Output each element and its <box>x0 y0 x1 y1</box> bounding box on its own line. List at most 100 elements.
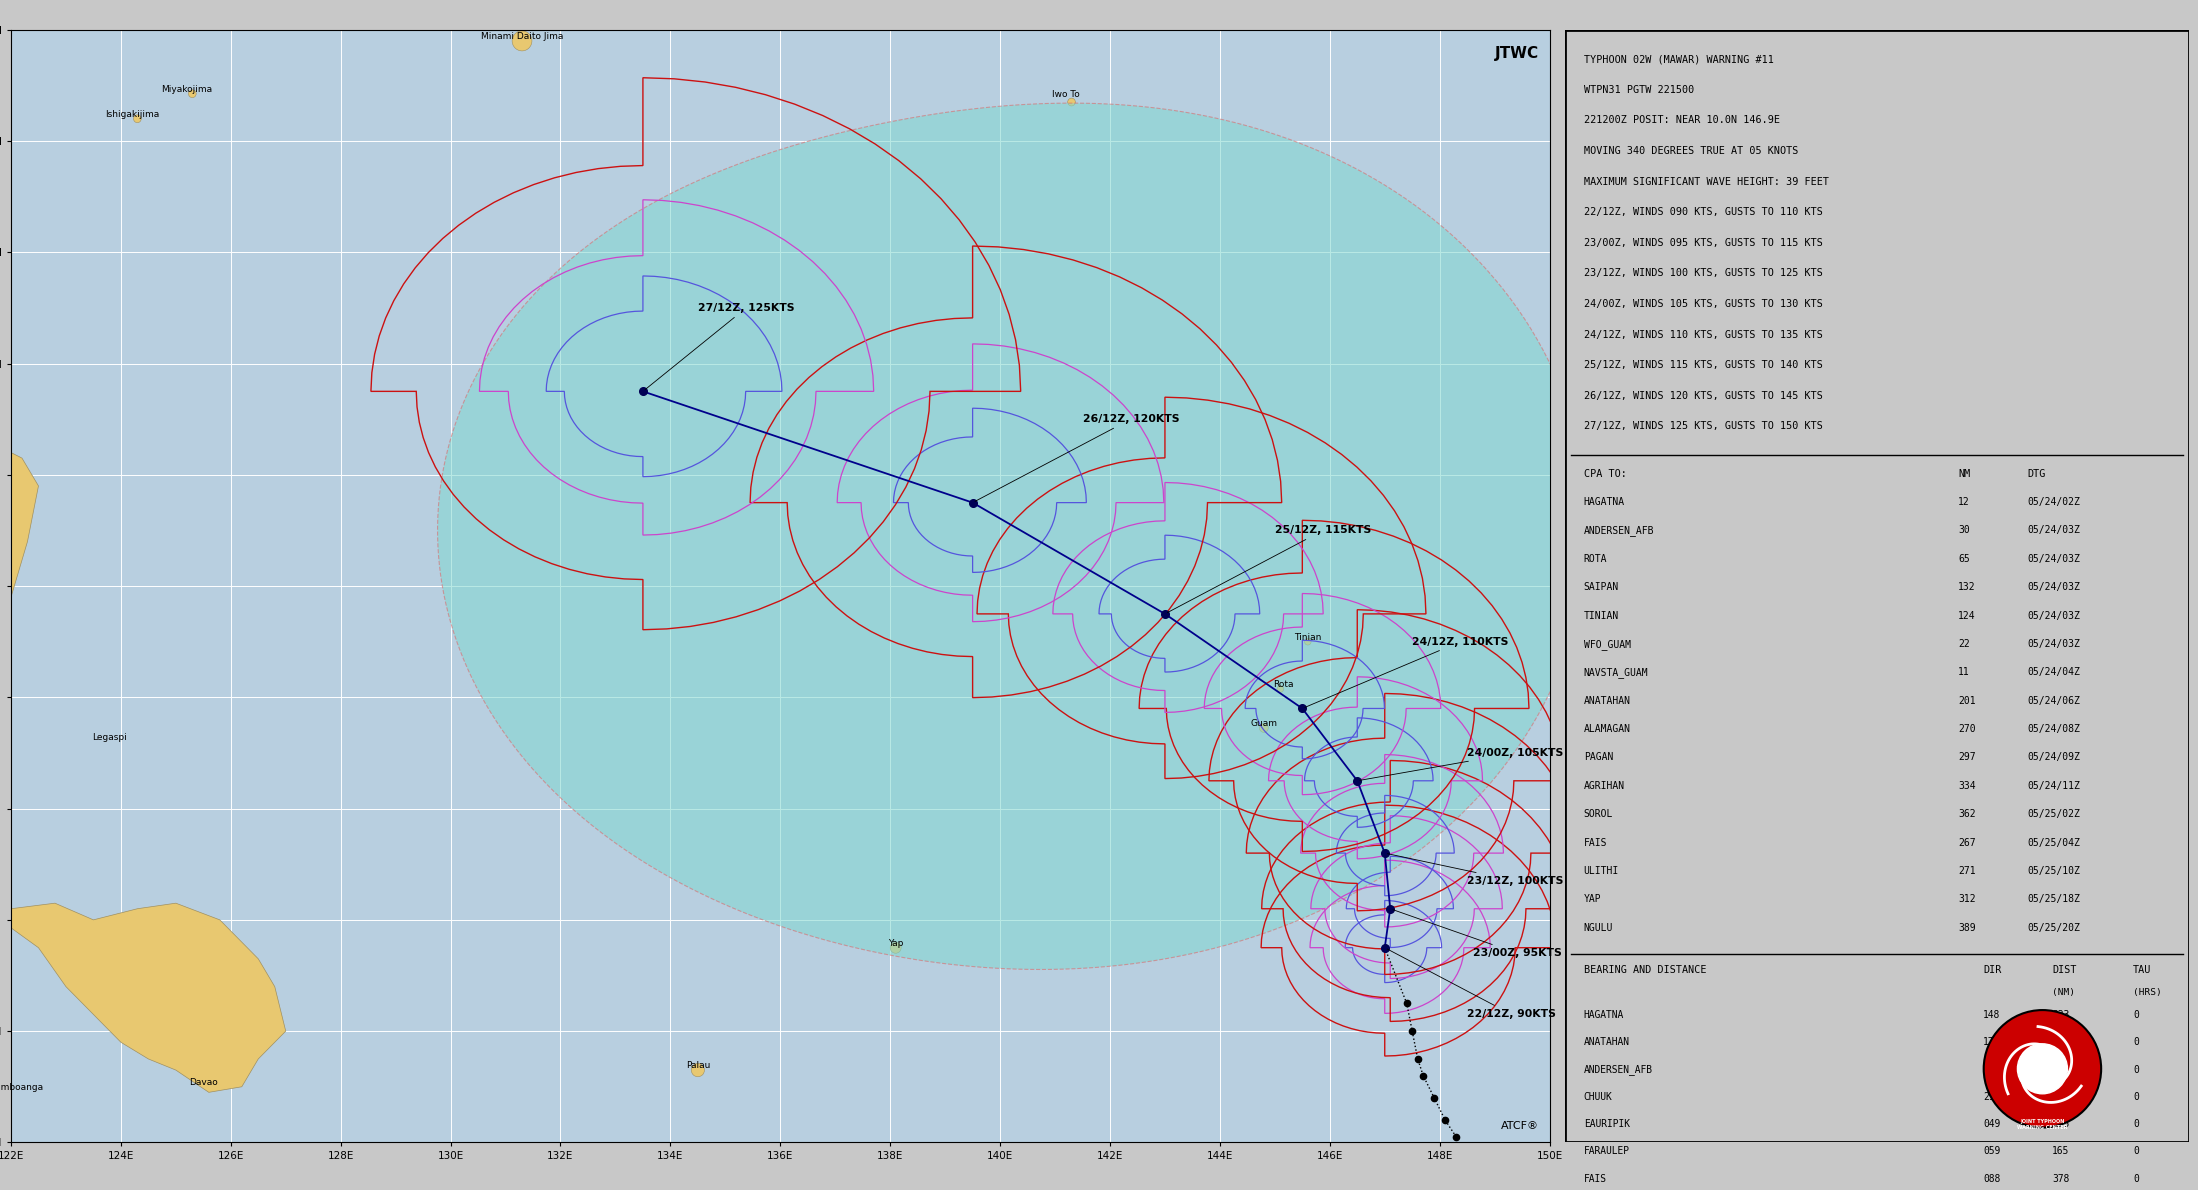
Text: PAGAN: PAGAN <box>1585 752 1613 763</box>
Text: CPA TO:: CPA TO: <box>1585 469 1627 478</box>
Text: 0: 0 <box>2132 1010 2139 1020</box>
Text: 0: 0 <box>2132 1038 2139 1047</box>
Text: HAGATNA: HAGATNA <box>1585 1010 1624 1020</box>
Text: 23/00Z, WINDS 095 KTS, GUSTS TO 115 KTS: 23/00Z, WINDS 095 KTS, GUSTS TO 115 KTS <box>1585 238 1822 248</box>
Text: NGULU: NGULU <box>1585 922 1613 933</box>
Text: 05/25/02Z: 05/25/02Z <box>2027 809 2079 819</box>
Text: 22/12Z, 90KTS: 22/12Z, 90KTS <box>1387 948 1556 1020</box>
Text: 24/12Z, 110KTS: 24/12Z, 110KTS <box>1306 637 1508 707</box>
Text: 27/12Z, WINDS 125 KTS, GUSTS TO 150 KTS: 27/12Z, WINDS 125 KTS, GUSTS TO 150 KTS <box>1585 421 1822 432</box>
Text: 12: 12 <box>1958 497 1969 507</box>
Text: 05/24/11Z: 05/24/11Z <box>2027 781 2079 791</box>
Text: 132: 132 <box>1958 582 1976 593</box>
Text: 65: 65 <box>1958 553 1969 564</box>
Text: 389: 389 <box>1958 922 1976 933</box>
Text: 23/12Z, 100KTS: 23/12Z, 100KTS <box>1387 853 1563 885</box>
Text: 088: 088 <box>1983 1173 2000 1184</box>
Text: DTG: DTG <box>2027 469 2046 478</box>
Circle shape <box>134 115 141 123</box>
Text: 0: 0 <box>2132 1065 2139 1075</box>
Text: 22: 22 <box>1958 639 1969 649</box>
Text: 334: 334 <box>1958 781 1976 791</box>
Text: 0: 0 <box>2132 1091 2139 1102</box>
Text: JOINT TYPHOON: JOINT TYPHOON <box>2020 1119 2064 1123</box>
Circle shape <box>189 89 196 98</box>
Text: 201: 201 <box>1958 696 1976 706</box>
Text: SOROL: SOROL <box>1585 809 1613 819</box>
Text: 05/24/08Z: 05/24/08Z <box>2027 724 2079 734</box>
Polygon shape <box>0 69 11 252</box>
Text: FAIS: FAIS <box>1585 838 1607 847</box>
Text: 124: 124 <box>1958 610 1976 620</box>
Text: Legaspi: Legaspi <box>92 733 127 741</box>
Text: FARAULEP: FARAULEP <box>1585 1146 1629 1157</box>
Text: ATCF®: ATCF® <box>1501 1121 1539 1132</box>
Circle shape <box>1277 685 1284 693</box>
Text: 26/12Z, WINDS 120 KTS, GUSTS TO 145 KTS: 26/12Z, WINDS 120 KTS, GUSTS TO 145 KTS <box>1585 390 1822 401</box>
Circle shape <box>1068 99 1075 106</box>
Text: (NM): (NM) <box>2053 988 2075 997</box>
Text: 151: 151 <box>1983 1065 2000 1075</box>
Text: 05/24/03Z: 05/24/03Z <box>2027 610 2079 620</box>
Text: JTWC: JTWC <box>1495 46 1539 62</box>
Text: 049: 049 <box>1983 1119 2000 1129</box>
Circle shape <box>1259 724 1268 732</box>
Text: 22/12Z, WINDS 090 KTS, GUSTS TO 110 KTS: 22/12Z, WINDS 090 KTS, GUSTS TO 110 KTS <box>1585 207 1822 218</box>
Text: AGRIHAN: AGRIHAN <box>1585 781 1624 791</box>
Text: Yap: Yap <box>888 939 903 947</box>
Text: 24/12Z, WINDS 110 KTS, GUSTS TO 135 KTS: 24/12Z, WINDS 110 KTS, GUSTS TO 135 KTS <box>1585 330 1822 339</box>
Text: TINIAN: TINIAN <box>1585 610 1620 620</box>
Text: 05/25/04Z: 05/25/04Z <box>2027 838 2079 847</box>
Circle shape <box>1985 1010 2101 1128</box>
Text: 267: 267 <box>1958 838 1976 847</box>
Text: DIR: DIR <box>1983 965 2002 976</box>
Text: NAVSTA_GUAM: NAVSTA_GUAM <box>1585 668 1648 678</box>
Text: YAP: YAP <box>1585 894 1602 904</box>
Text: BEARING AND DISTANCE: BEARING AND DISTANCE <box>1585 965 1706 976</box>
Text: 30: 30 <box>1958 526 1969 536</box>
Text: Iwo To: Iwo To <box>1053 90 1079 99</box>
Text: 170: 170 <box>1983 1038 2000 1047</box>
Text: 271: 271 <box>1958 866 1976 876</box>
Text: ANDERSEN_AFB: ANDERSEN_AFB <box>1585 526 1655 537</box>
Text: ANATAHAN: ANATAHAN <box>1585 1038 1629 1047</box>
Text: 05/25/18Z: 05/25/18Z <box>2027 894 2079 904</box>
Circle shape <box>890 942 901 953</box>
Text: 0: 0 <box>2132 1146 2139 1157</box>
Text: CHUUK: CHUUK <box>1585 1091 1613 1102</box>
Text: MAXIMUM SIGNIFICANT WAVE HEIGHT: 39 FEET: MAXIMUM SIGNIFICANT WAVE HEIGHT: 39 FEET <box>1585 176 1829 187</box>
Text: 23/00Z, 95KTS: 23/00Z, 95KTS <box>1394 909 1561 958</box>
Text: 233: 233 <box>2053 1010 2068 1020</box>
Text: ANATAHAN: ANATAHAN <box>1585 696 1631 706</box>
Text: WFO_GUAM: WFO_GUAM <box>1585 639 1631 650</box>
Text: 05/25/20Z: 05/25/20Z <box>2027 922 2079 933</box>
Text: Minami Daito Jima: Minami Daito Jima <box>481 32 563 40</box>
Text: WARNING CENTER: WARNING CENTER <box>2018 1125 2068 1130</box>
Text: 05/24/03Z: 05/24/03Z <box>2027 526 2079 536</box>
Text: 25/12Z, 115KTS: 25/12Z, 115KTS <box>1167 526 1372 613</box>
Text: 05/24/09Z: 05/24/09Z <box>2027 752 2079 763</box>
Text: 05/24/06Z: 05/24/06Z <box>2027 696 2079 706</box>
Text: 25/12Z, WINDS 115 KTS, GUSTS TO 140 KTS: 25/12Z, WINDS 115 KTS, GUSTS TO 140 KTS <box>1585 361 1822 370</box>
Text: FAIS: FAIS <box>1585 1173 1607 1184</box>
Text: 05/24/03Z: 05/24/03Z <box>2027 639 2079 649</box>
Text: 221200Z POSIT: NEAR 10.0N 146.9E: 221200Z POSIT: NEAR 10.0N 146.9E <box>1585 115 1780 125</box>
Text: ROTA: ROTA <box>1585 553 1607 564</box>
Text: 11: 11 <box>1958 668 1969 677</box>
Text: 246: 246 <box>2053 1065 2068 1075</box>
Text: NM: NM <box>1958 469 1969 478</box>
Text: 23/12Z, WINDS 100 KTS, GUSTS TO 125 KTS: 23/12Z, WINDS 100 KTS, GUSTS TO 125 KTS <box>1585 269 1822 278</box>
Text: Davao: Davao <box>189 1078 218 1086</box>
Text: 305: 305 <box>2053 1119 2068 1129</box>
Polygon shape <box>437 104 1587 970</box>
Text: 059: 059 <box>1983 1146 2000 1157</box>
Circle shape <box>2018 1044 2068 1094</box>
Text: 165: 165 <box>2053 1146 2068 1157</box>
Text: DIST: DIST <box>2053 965 2077 976</box>
Text: Palau: Palau <box>686 1061 710 1070</box>
Text: Guam: Guam <box>1251 719 1277 728</box>
Polygon shape <box>0 431 40 853</box>
Text: 27/12Z, 125KTS: 27/12Z, 125KTS <box>644 303 793 389</box>
Text: SAIPAN: SAIPAN <box>1585 582 1620 593</box>
Text: 312: 312 <box>1958 894 1976 904</box>
